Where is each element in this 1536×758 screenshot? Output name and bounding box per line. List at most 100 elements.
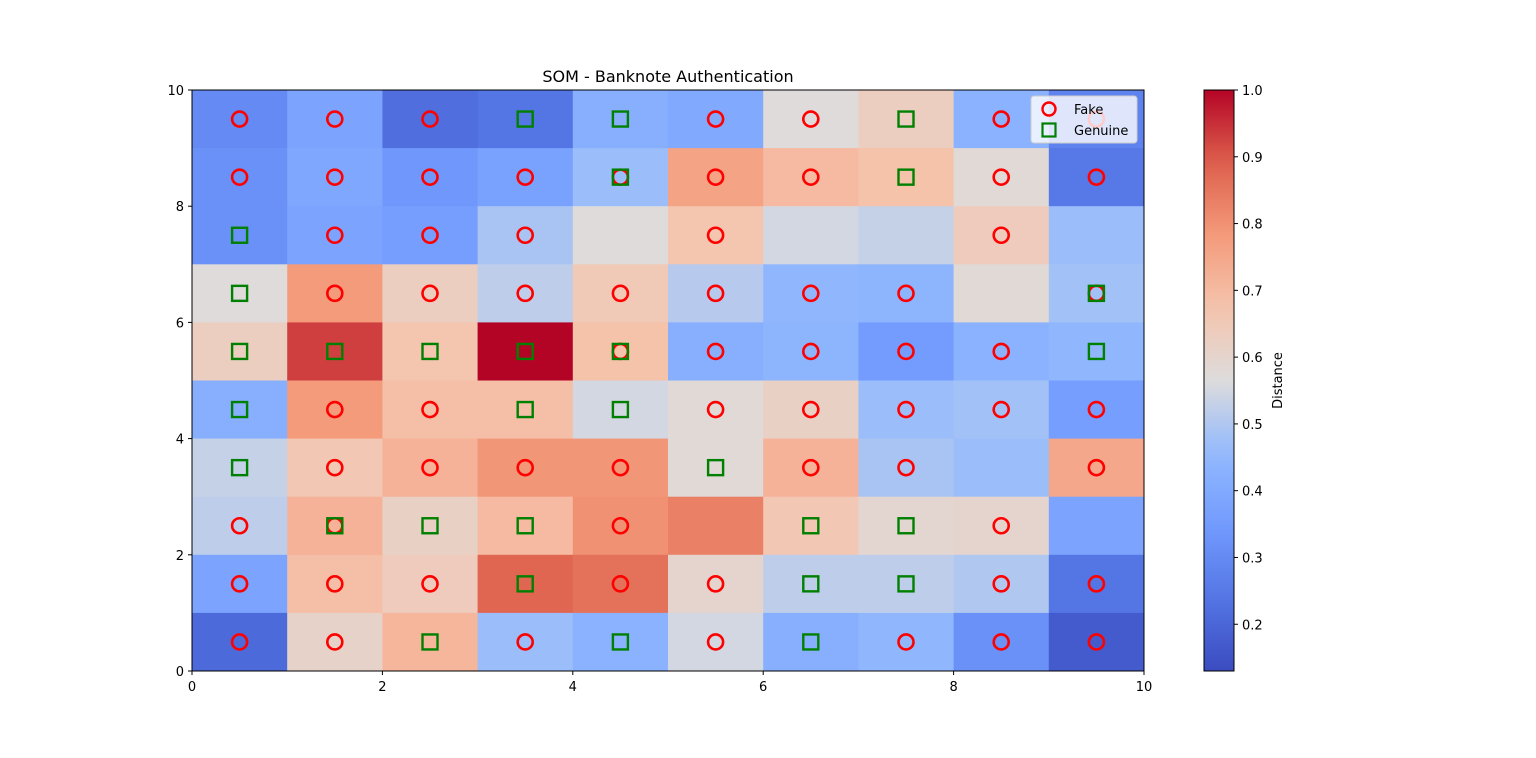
fake-marker [706, 400, 725, 419]
fake-marker [325, 284, 344, 303]
fake-marker [801, 284, 820, 303]
fake-marker [992, 633, 1011, 651]
fake-marker [611, 516, 630, 535]
heatmap-cell-r5-c0 [192, 380, 288, 440]
heatmap-cell-r2-c0 [192, 206, 288, 265]
heatmap-cell-r2-c5 [668, 206, 764, 265]
fake-marker [325, 168, 344, 186]
genuine-marker [230, 400, 249, 419]
heatmap-cell-r1-c8 [953, 148, 1050, 207]
fake-marker [325, 633, 344, 651]
heatmap-cell-r3-c0 [192, 264, 288, 323]
fake-marker [230, 633, 249, 651]
heatmap-cell-r0-c1 [287, 90, 383, 149]
heatmap-cell-r4-c5 [668, 322, 764, 381]
genuine-marker [897, 575, 915, 593]
heatmap-cell-r7-c0 [192, 496, 288, 556]
heatmap-cell-r5-c4 [572, 380, 669, 440]
heatmap-cell-r5-c8 [953, 380, 1050, 440]
fake-marker [230, 516, 249, 535]
genuine-marker [421, 633, 439, 651]
fake-marker [897, 284, 915, 303]
fake-marker [516, 284, 535, 303]
heatmap-cell-r4-c9 [1048, 322, 1145, 381]
fake-marker [516, 168, 535, 186]
heatmap-cell-r6-c2 [382, 438, 479, 498]
heatmap-cell-r4-c8 [953, 322, 1050, 381]
fake-marker [1087, 458, 1106, 477]
heatmap-cell-r0-c6 [763, 90, 859, 149]
genuine-marker [611, 400, 630, 419]
heatmap-cell-r0-c5 [668, 90, 764, 149]
heatmap-cell-r5-c2 [382, 380, 479, 440]
genuine-marker [516, 517, 534, 535]
heatmap-cell-r8-c9 [1048, 554, 1145, 614]
genuine-marker [516, 110, 534, 128]
x-tick-label: 6 [759, 680, 767, 695]
heatmap-cell-r7-c7 [858, 496, 955, 556]
heatmap-cell-r3-c7 [858, 264, 955, 323]
legend-box [1030, 95, 1138, 144]
heatmap-cell-r2-c2 [382, 206, 479, 265]
fake-marker [992, 400, 1011, 419]
fake-marker [325, 458, 344, 477]
heatmap-cell-r4-c0 [192, 322, 288, 381]
genuine-marker [611, 342, 630, 361]
y-tick-label: 8 [176, 200, 184, 215]
x-tick-label: 0 [188, 680, 196, 695]
heatmap-cell-r8-c5 [668, 554, 764, 614]
colorbar-tick-label: 0.2 [1242, 618, 1263, 633]
fake-marker [1087, 575, 1106, 593]
x-tick-label: 2 [378, 680, 386, 695]
genuine-marker [516, 400, 534, 419]
genuine-marker [516, 342, 534, 361]
y-tick-label: 4 [176, 433, 184, 448]
heatmap-cell-r3-c9 [1048, 264, 1145, 323]
heatmap-cell-r9-c1 [287, 612, 383, 672]
genuine-marker [611, 168, 630, 186]
x-tick-label: 10 [1136, 680, 1153, 695]
heatmap-cell-r8-c1 [287, 554, 383, 614]
colorbar-tick-label: 0.9 [1242, 151, 1263, 166]
fake-marker [897, 458, 915, 477]
heatmap-cell-r0-c7 [858, 90, 955, 149]
genuine-marker [802, 633, 820, 651]
fake-marker [230, 168, 249, 186]
heatmap-cell-r3-c4 [572, 264, 669, 323]
fake-marker [421, 110, 439, 128]
genuine-marker [421, 517, 439, 535]
fake-marker [325, 400, 344, 419]
genuine-marker [897, 517, 915, 535]
heatmap-cell-r5-c9 [1048, 380, 1145, 440]
heatmap-cell-r2-c4 [572, 206, 669, 265]
genuine-marker [230, 458, 249, 477]
heatmap-cell-r9-c4 [572, 612, 669, 672]
fake-marker [421, 168, 439, 186]
fake-marker [992, 226, 1011, 245]
heatmap-cell-r0-c2 [382, 90, 479, 149]
heatmap-cell-r2-c9 [1048, 206, 1145, 265]
genuine-marker [802, 517, 820, 535]
fake-marker [706, 575, 725, 593]
heatmap-cell-r8-c3 [477, 554, 574, 614]
colorbar: 0.2 0.3 0.4 0.5 0.6 0.7 0.8 0.9 1.0 Distance [1203, 84, 1286, 672]
fake-marker [992, 575, 1011, 593]
colorbar-label: Distance [1271, 352, 1286, 409]
y-axis: 0 2 4 6 8 10 [167, 84, 192, 680]
heatmap-cell-r3-c2 [382, 264, 479, 323]
chart-title: SOM - Banknote Authentication [542, 67, 793, 86]
fake-marker [611, 284, 630, 303]
heatmap-cell-r7-c8 [953, 496, 1050, 556]
fake-marker [992, 110, 1011, 128]
colorbar-tick-label: 0.8 [1242, 218, 1263, 233]
y-tick-label: 10 [167, 84, 184, 99]
heatmap-cell-r9-c6 [763, 612, 859, 672]
genuine-marker [421, 342, 439, 361]
heatmap-cell-r1-c2 [382, 148, 479, 207]
heatmap-cell-r6-c4 [572, 438, 669, 498]
heatmap-cell-r3-c1 [287, 264, 383, 323]
heatmap-cell-r7-c1 [287, 496, 383, 556]
heatmap-cell-r1-c1 [287, 148, 383, 207]
y-tick-label: 2 [176, 549, 184, 564]
heatmap-cell-r1-c5 [668, 148, 764, 207]
